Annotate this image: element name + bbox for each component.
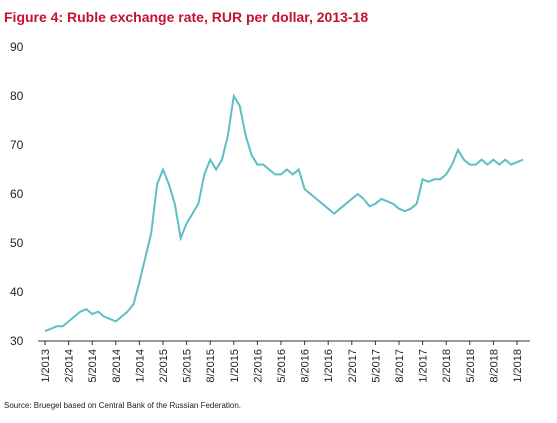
chart-title: Figure 4: Ruble exchange rate, RUR per d… [4,9,368,25]
x-tick-label: 1/2013 [40,349,52,383]
x-tick-label: 5/2014 [87,349,99,383]
y-tick-label: 80 [10,89,24,103]
x-tick-label: 2/2017 [347,349,359,383]
x-tick-label: 1/2014 [134,349,146,383]
x-tick-label: 2/2015 [158,349,170,383]
source-note: Source: Bruegel based on Central Bank of… [4,401,241,410]
x-tick-label: 8/2015 [205,349,217,383]
x-tick-label: 8/2014 [111,349,123,383]
y-tick-label: 50 [10,236,24,250]
x-tick-label: 8/2016 [300,349,312,383]
x-tick-label: 5/2016 [276,349,288,383]
x-tick-label: 5/2018 [465,349,477,383]
x-tick-label: 1/2016 [323,349,335,383]
x-tick-label: 1/2018 [512,349,524,383]
x-tick-label: 5/2017 [370,349,382,383]
x-tick-label: 2/2016 [252,349,264,383]
x-tick-label: 2/2014 [64,349,76,383]
x-tick-label: 8/2017 [394,349,406,383]
y-tick-label: 60 [10,187,24,201]
y-tick-label: 70 [10,138,24,152]
x-tick-label: 1/2015 [229,349,241,383]
x-tick-label: 2/2018 [441,349,453,383]
x-tick-label: 5/2015 [182,349,194,383]
x-tick-label: 8/2018 [488,349,500,383]
line-series [44,93,524,333]
y-tick-label: 40 [10,285,24,299]
y-tick-label: 30 [10,334,24,348]
x-tick-label: 1/2017 [418,349,430,383]
y-tick-label: 90 [10,40,24,54]
